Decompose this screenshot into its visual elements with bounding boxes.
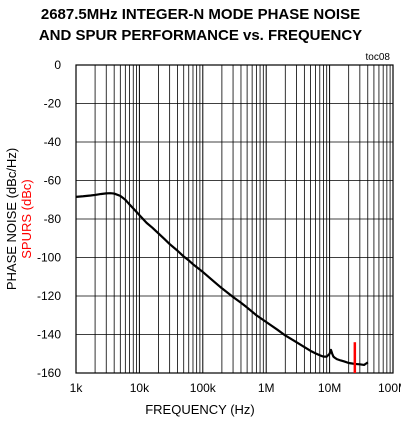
grid — [75, 64, 393, 374]
x-tick-label: 100M — [378, 381, 401, 395]
figure-tag: toc08 — [366, 52, 391, 63]
y-tick-label: -20 — [44, 97, 62, 111]
y-tick-label: -140 — [37, 328, 61, 342]
y-tick-label: -40 — [44, 135, 62, 149]
x-tick-label: 100k — [190, 381, 217, 395]
y-tick-labels: 0 -20 -40 -60 -80 -100 -120 -140 -160 — [37, 58, 61, 380]
x-tick-label: 10k — [130, 381, 150, 395]
x-tick-labels: 1k 10k 100k 1M 10M 100M — [70, 381, 401, 395]
plot-frame — [75, 64, 394, 374]
y-axis-label-spurs: SPURS (dBc) — [19, 179, 34, 258]
chart-title-line1: 2687.5MHz INTEGER-N MODE PHASE NOISE — [40, 6, 361, 23]
y-tick-label: -60 — [44, 174, 62, 188]
x-tick-label: 1M — [258, 381, 275, 395]
y-tick-label: -100 — [37, 251, 61, 265]
x-axis-label: FREQUENCY (Hz) — [145, 402, 255, 417]
x-tick-label: 1k — [70, 381, 84, 395]
y-tick-label: 0 — [54, 58, 61, 72]
x-tick-label: 10M — [318, 381, 341, 395]
y-tick-label: -120 — [37, 289, 61, 303]
y-tick-label: -160 — [37, 366, 61, 380]
phase-noise-line — [75, 192, 369, 367]
y-tick-label: -80 — [44, 212, 62, 226]
series-group — [75, 192, 369, 373]
y-axis-label: PHASE NOISE (dBc/Hz) — [4, 148, 19, 290]
chart-title-line2: AND SPUR PERFORMANCE vs. FREQUENCY — [38, 27, 363, 44]
